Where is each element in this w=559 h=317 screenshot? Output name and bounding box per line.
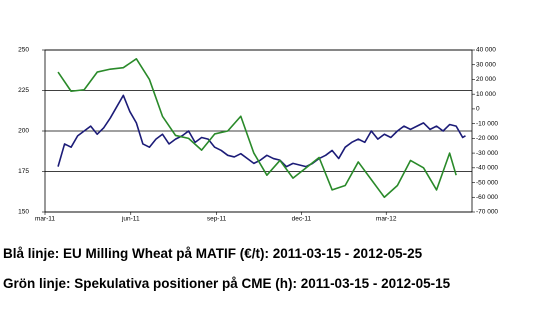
y2-tick-label: 10 000 (476, 91, 496, 98)
y2-tick-label: 0 (476, 106, 480, 113)
y2-tick-label: 20 000 (476, 76, 496, 83)
y-tick-label: 225 (18, 87, 29, 94)
y-tick-label: 200 (18, 128, 29, 135)
y-tick-label: 150 (18, 209, 29, 216)
y-tick-label: 250 (18, 47, 29, 54)
y2-tick-label: -70 000 (476, 209, 498, 216)
x-tick-label: dec-11 (292, 216, 312, 223)
y2-tick-label: -20 000 (476, 135, 498, 142)
y2-tick-label: -10 000 (476, 120, 498, 127)
series-line (57, 58, 457, 199)
x-tick-label: jun-11 (121, 216, 140, 223)
y2-tick-label: -60 000 (476, 194, 498, 201)
caption: Grön linje: Spekulativa positioner på CM… (3, 276, 451, 291)
y2-tick-label: 30 000 (476, 61, 496, 68)
y2-tick-label: -40 000 (476, 165, 498, 172)
y2-tick-label: 40 000 (476, 47, 496, 54)
y2-tick-label: -30 000 (476, 150, 498, 157)
series-line (57, 94, 466, 168)
x-tick-label: sep-11 (207, 216, 227, 223)
x-tick-label: mar-12 (376, 216, 397, 223)
x-tick-label: mar-11 (35, 216, 55, 223)
caption: Blå linje: EU Milling Wheat på MATIF (€/… (3, 246, 423, 261)
y-tick-label: 175 (18, 168, 29, 175)
y2-tick-label: -50 000 (476, 179, 498, 186)
